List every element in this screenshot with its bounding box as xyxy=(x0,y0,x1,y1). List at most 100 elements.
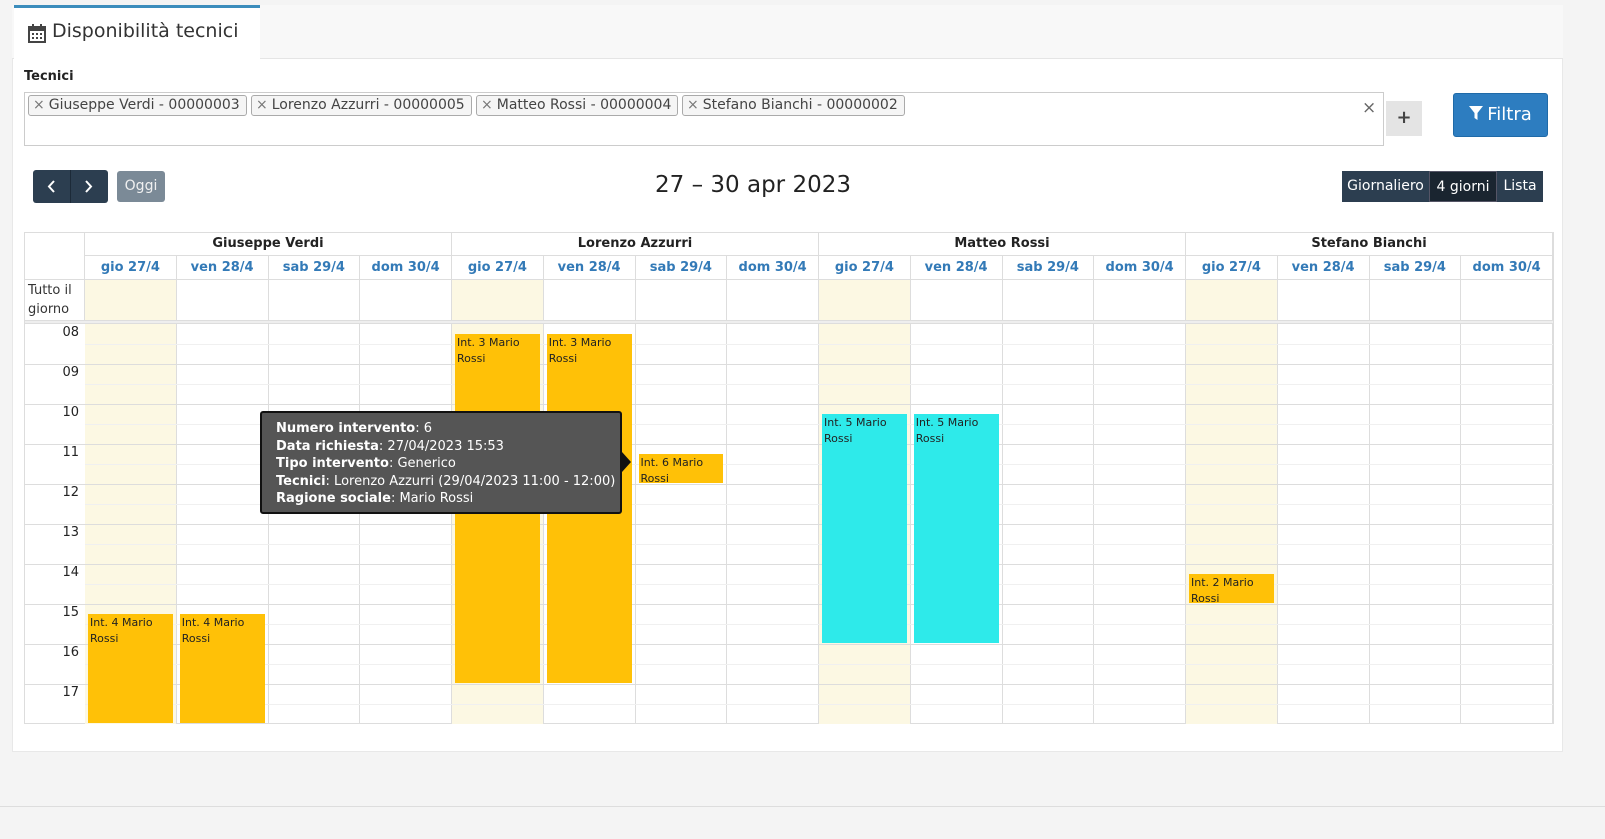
hour-label: 09 xyxy=(62,365,79,380)
resource-header: Lorenzo Azzurri xyxy=(452,233,819,256)
filter-icon xyxy=(1469,106,1484,120)
day-header[interactable]: gio 27/4 xyxy=(85,256,177,280)
filter-button-label: Filtra xyxy=(1487,104,1532,125)
tooltip-row: Tecnici: Lorenzo Azzurri (29/04/2023 11:… xyxy=(276,473,615,491)
event[interactable]: Int. 5 Mario Rossi xyxy=(913,414,999,643)
day-header[interactable]: ven 28/4 xyxy=(176,256,269,280)
hour-label: 12 xyxy=(62,485,79,500)
next-button[interactable] xyxy=(85,180,93,193)
date-range: 27 – 30 apr 2023 xyxy=(655,172,851,198)
resource-header: Giuseppe Verdi xyxy=(85,233,452,256)
remove-tag[interactable]: × xyxy=(33,97,45,113)
tag-label: Stefano Bianchi - 00000002 xyxy=(702,97,898,113)
day-header[interactable]: dom 30/4 xyxy=(1461,256,1553,280)
prev-button[interactable] xyxy=(47,180,55,193)
add-button[interactable]: + xyxy=(1386,101,1422,136)
hour-line xyxy=(25,324,1553,325)
footer-line xyxy=(0,806,1605,807)
tooltip-value: : Lorenzo Azzurri (29/04/2023 11:00 - 12… xyxy=(325,473,616,489)
selected-tag[interactable]: × Giuseppe Verdi - 00000003 xyxy=(28,95,247,116)
event[interactable]: Int. 5 Mario Rossi xyxy=(822,414,907,643)
filter-button[interactable]: Filtra xyxy=(1453,93,1548,137)
day-header[interactable]: ven 28/4 xyxy=(1277,256,1370,280)
hour-line xyxy=(25,484,1553,485)
event[interactable]: Int. 6 Mario Rossi xyxy=(638,454,724,483)
day-header[interactable]: dom 30/4 xyxy=(360,256,452,280)
resource-header: Stefano Bianchi xyxy=(1186,233,1553,256)
hour-line xyxy=(25,364,1553,365)
tab-title: Disponibilità tecnici xyxy=(52,20,239,42)
half-hour-line xyxy=(85,544,1553,545)
day-header[interactable]: dom 30/4 xyxy=(727,256,819,280)
hour-label: 14 xyxy=(62,565,79,580)
divider xyxy=(25,321,1553,324)
selected-tag[interactable]: × Lorenzo Azzurri - 00000005 xyxy=(251,95,472,116)
event[interactable]: Int. 2 Mario Rossi xyxy=(1189,574,1274,603)
day-header[interactable]: sab 29/4 xyxy=(268,256,361,280)
hour-line xyxy=(25,644,1553,645)
day-header[interactable]: sab 29/4 xyxy=(1002,256,1095,280)
day-header[interactable]: dom 30/4 xyxy=(1094,256,1186,280)
view-button[interactable]: 4 giorni xyxy=(1429,171,1497,202)
half-hour-line xyxy=(85,424,1553,425)
hour-line xyxy=(25,684,1553,685)
calendar-grid: Giuseppe Verdi gio 27/4 ven 28/4 sab 29/4 do… xyxy=(24,232,1554,724)
day-header[interactable]: gio 27/4 xyxy=(1186,256,1278,280)
half-hour-line xyxy=(85,624,1553,625)
tooltip-row: Ragione sociale: Mario Rossi xyxy=(276,490,606,508)
view-button[interactable]: Lista xyxy=(1497,171,1543,202)
half-hour-line xyxy=(85,384,1553,385)
all-day-cell xyxy=(543,280,636,321)
day-header[interactable]: ven 28/4 xyxy=(910,256,1003,280)
all-day-cell xyxy=(635,280,728,321)
remove-tag[interactable]: × xyxy=(256,97,268,113)
remove-tag[interactable]: × xyxy=(687,97,699,113)
hour-line xyxy=(25,564,1553,565)
hour-label: 15 xyxy=(62,605,79,620)
day-header[interactable]: gio 27/4 xyxy=(819,256,911,280)
tag-label: Giuseppe Verdi - 00000003 xyxy=(48,97,240,113)
all-day-cell xyxy=(176,280,269,321)
tooltip-label: Data richiesta xyxy=(276,438,379,454)
hour-label: 17 xyxy=(62,685,79,700)
calendar-icon xyxy=(28,24,46,43)
hour-label: 16 xyxy=(62,645,79,660)
tooltip-row: Tipo intervento: Generico xyxy=(276,455,606,473)
all-day-cell xyxy=(85,280,177,321)
tooltip-value: : Mario Rossi xyxy=(390,491,474,507)
nav-arrows xyxy=(47,170,93,203)
selected-tag[interactable]: × Matteo Rossi - 00000004 xyxy=(476,95,679,116)
view-button[interactable]: Giornaliero xyxy=(1342,171,1429,202)
all-day-cell xyxy=(910,280,1003,321)
tooltip-label: Tecnici xyxy=(276,473,326,489)
day-header[interactable]: sab 29/4 xyxy=(1369,256,1462,280)
day-header[interactable]: gio 27/4 xyxy=(452,256,544,280)
tooltip-value: : 27/04/2023 15:53 xyxy=(378,438,504,454)
today-button[interactable]: Oggi xyxy=(117,171,165,202)
all-day-cell xyxy=(360,280,452,321)
tooltip-row: Data richiesta: 27/04/2023 15:53 xyxy=(276,438,606,456)
remove-tag[interactable]: × xyxy=(481,97,493,113)
event[interactable]: Int. 4 Mario Rossi xyxy=(88,614,173,723)
hour-label: 13 xyxy=(62,525,79,540)
tooltip-label: Numero intervento xyxy=(276,421,416,436)
hour-line xyxy=(25,404,1553,405)
tab[interactable] xyxy=(14,5,260,59)
tooltip-value: : 6 xyxy=(415,421,433,436)
all-day-cell xyxy=(1277,280,1370,321)
hour-line xyxy=(25,444,1553,445)
half-hour-line xyxy=(85,504,1553,505)
selected-tag[interactable]: × Stefano Bianchi - 00000002 xyxy=(682,95,905,116)
day-header[interactable]: sab 29/4 xyxy=(635,256,728,280)
half-hour-line xyxy=(85,704,1553,705)
tooltip-label: Tipo intervento xyxy=(276,456,389,472)
tab-bar xyxy=(12,5,1563,59)
half-hour-line xyxy=(85,584,1553,585)
clear-selection[interactable]: × xyxy=(1362,98,1377,118)
day-header[interactable]: ven 28/4 xyxy=(543,256,636,280)
all-day-cell xyxy=(727,280,819,321)
hour-label: 10 xyxy=(62,405,79,420)
tag-label: Matteo Rossi - 00000004 xyxy=(496,97,672,113)
event[interactable]: Int. 4 Mario Rossi xyxy=(179,614,265,723)
